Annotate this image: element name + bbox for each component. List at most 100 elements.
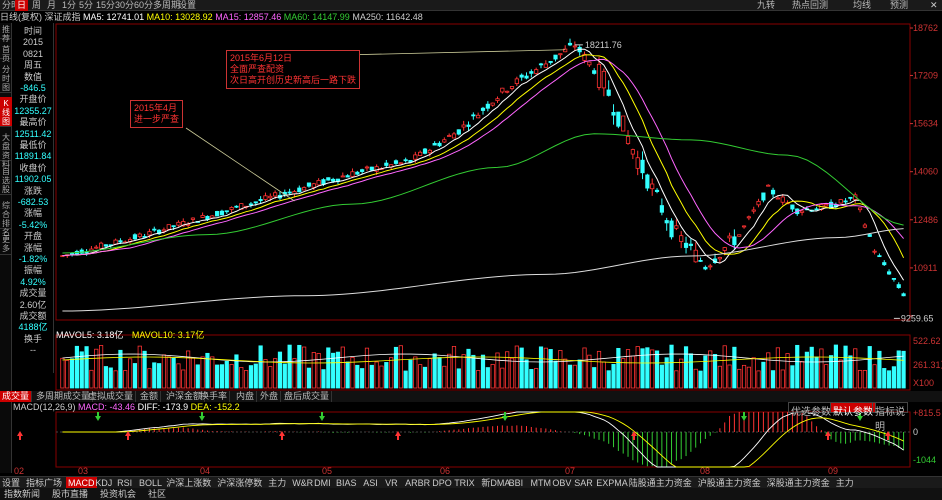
indicator-tab[interactable]: DPO xyxy=(432,478,452,488)
period-btn[interactable]: 月 xyxy=(47,0,57,10)
volume-bar xyxy=(98,345,104,389)
info-item: 数值 xyxy=(23,71,42,82)
candle-body xyxy=(485,103,490,109)
indicator-tab[interactable]: VR xyxy=(385,478,398,488)
indicator-tab[interactable]: SAR xyxy=(574,478,593,488)
candle-body xyxy=(161,229,167,232)
indicator-tab[interactable]: 深股通主力资金 xyxy=(766,478,830,488)
toolbar-right-btn[interactable]: 九转 xyxy=(757,0,776,10)
sidebar-item[interactable]: 首页 xyxy=(0,45,12,63)
indicator-tab[interactable]: OBV xyxy=(552,478,572,488)
period-btn[interactable]: 1分 xyxy=(62,0,77,10)
candle-body xyxy=(746,216,751,219)
candle-body xyxy=(461,124,466,128)
indicator-tab[interactable]: BOLL xyxy=(139,478,163,488)
sidebar-item[interactable]: 分时图 xyxy=(0,65,12,93)
status-link[interactable]: 社区 xyxy=(148,489,167,499)
indicator-tab[interactable]: ASI xyxy=(363,478,378,488)
period-btn[interactable]: 15分 xyxy=(96,0,116,10)
volume-tab[interactable]: 内盘 xyxy=(234,391,258,402)
ma60-value: MA60: 14147.99 xyxy=(283,12,350,22)
volume-bar xyxy=(896,350,901,389)
indicator-tab[interactable]: 设置 xyxy=(2,478,21,488)
volume-tab[interactable]: 换手率 xyxy=(198,391,231,402)
sidebar-item[interactable]: K线图 xyxy=(0,97,12,127)
price-tick: 14060 xyxy=(913,167,938,177)
period-btn[interactable]: 设置 xyxy=(178,0,197,10)
indicator-tab[interactable]: MACD xyxy=(66,477,97,489)
macd-param-btn[interactable]: 指标说明 xyxy=(872,402,908,433)
volume-tab[interactable]: 多周期成交量 xyxy=(34,391,94,402)
volume-bar xyxy=(640,348,645,389)
period-btn[interactable]: 60分 xyxy=(134,0,154,10)
volume-tab[interactable]: 金额 xyxy=(138,391,162,402)
volume-tab[interactable]: 成交量 xyxy=(0,391,33,402)
indicator-tab[interactable]: 陆股通主力资金 xyxy=(628,478,692,488)
volume-bar xyxy=(543,347,548,389)
candle-body xyxy=(509,86,515,89)
close-icon[interactable]: ✕ xyxy=(930,0,938,10)
period-btn[interactable]: 5分 xyxy=(79,0,94,10)
macd-param-btn[interactable]: 默认参数 xyxy=(830,402,876,418)
candle-body xyxy=(553,54,558,60)
candle-body xyxy=(316,180,321,186)
volume-bar xyxy=(785,353,790,389)
indicator-tab[interactable]: MTM xyxy=(530,478,552,488)
indicator-tab[interactable]: 沪深上涨数 xyxy=(166,478,212,488)
toolbar-right-btn[interactable]: 预测 xyxy=(890,0,909,10)
period-btn[interactable]: 多周期 xyxy=(153,0,181,10)
toolbar-right-btn[interactable]: 均线 xyxy=(853,0,872,10)
candle-body xyxy=(616,111,621,127)
sidebar-item[interactable]: 自选股 xyxy=(0,167,12,195)
volume-tab[interactable]: 盘后成交量 xyxy=(282,391,333,402)
volume-bar xyxy=(833,344,838,389)
mavol5-value: MAVOL5: 3.18亿 xyxy=(56,330,124,340)
volume-bar xyxy=(60,357,65,389)
indicator-tab[interactable]: 新DMA xyxy=(481,478,511,488)
indicator-tab[interactable]: 主力 xyxy=(268,478,287,488)
price-tick: 12486 xyxy=(913,215,938,225)
sidebar-item[interactable]: 推荐 xyxy=(0,25,12,43)
period-btn[interactable]: 分时 xyxy=(2,0,21,10)
status-link[interactable]: 指数新闻 xyxy=(4,489,41,499)
volume-tab[interactable]: 虚拟成交量 xyxy=(86,391,137,402)
indicator-tab[interactable]: RSI xyxy=(117,478,133,488)
volume-tab[interactable]: 外盘 xyxy=(258,391,282,402)
ma250-value: MA250: 11642.48 xyxy=(352,12,423,22)
status-link[interactable]: 投资机会 xyxy=(100,489,137,499)
indicator-tab[interactable]: ARBR xyxy=(405,478,431,488)
indicator-tab[interactable]: DMI xyxy=(314,478,331,488)
volume-bar xyxy=(369,364,374,389)
indicator-tab[interactable]: 指标广场 xyxy=(26,478,63,488)
candle-body xyxy=(722,247,727,251)
indicator-tab[interactable]: 主力 xyxy=(835,478,854,488)
ma-line xyxy=(62,48,905,281)
signal-arrow xyxy=(281,436,283,440)
indicator-tab[interactable]: BIAS xyxy=(336,478,357,488)
volume-bar xyxy=(693,368,698,389)
status-link[interactable]: 股市直播 xyxy=(52,489,89,499)
period-btn[interactable]: 日 xyxy=(15,0,29,11)
volume-bar xyxy=(804,351,809,389)
indicator-tab[interactable]: BBI xyxy=(508,478,524,488)
period-btn[interactable]: 周 xyxy=(32,0,42,10)
macd-param-btn[interactable]: 优选参数 xyxy=(788,402,834,418)
volume-bar xyxy=(311,352,316,389)
period-btn[interactable]: 30分 xyxy=(115,0,135,10)
toolbar-right-btn[interactable]: 热点回测 xyxy=(792,0,829,10)
sidebar-item[interactable]: 综合排名 xyxy=(0,201,12,237)
volume-bar xyxy=(190,357,196,389)
indicator-tab[interactable]: 沪股通主力资金 xyxy=(697,478,761,488)
indicator-tab[interactable]: W&R xyxy=(292,478,314,488)
volume-bar xyxy=(872,364,877,389)
sidebar-item[interactable]: 大盘资料 xyxy=(0,133,12,169)
candle-body xyxy=(500,87,505,93)
indicator-tab[interactable]: KDJ xyxy=(95,478,113,488)
indicator-tab[interactable]: 沪深涨停数 xyxy=(217,478,263,488)
signal-arrow xyxy=(201,412,203,416)
indicator-tab[interactable]: TRIX xyxy=(454,478,475,488)
sidebar-item[interactable]: 更多 xyxy=(0,235,12,255)
indicator-tab[interactable]: EXPMA xyxy=(596,478,628,488)
volume-tab[interactable]: 沪深金额 xyxy=(164,391,206,402)
